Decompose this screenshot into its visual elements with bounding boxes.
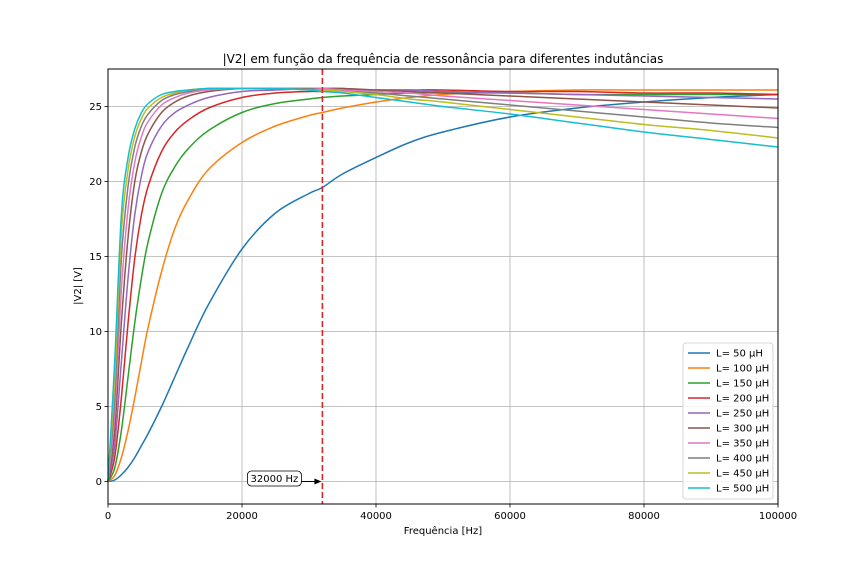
x-tick-label: 40000 (360, 511, 392, 522)
series-line-10 (107, 87, 779, 482)
legend-label-8: L= 400 μH (716, 454, 769, 465)
legend-label-4: L= 200 μH (716, 394, 769, 405)
chart-title: |V2| em função da frequência de ressonân… (223, 52, 664, 66)
legend-label-10: L= 500 μH (716, 484, 769, 495)
legend-label-6: L= 300 μH (716, 424, 769, 435)
legend: L= 50 μH L= 100 μH L= 150 μH L= 200 μH L= 25… (682, 342, 774, 500)
x-tick-label: 80000 (628, 511, 660, 522)
grid (107, 69, 779, 504)
annotation-box (246, 470, 302, 487)
y-tick-label: 5 (96, 402, 102, 413)
y-tick-label: 0 (96, 477, 102, 488)
series-line-4 (107, 89, 779, 482)
plot-lines (107, 87, 779, 483)
y-tick-label: 15 (89, 252, 102, 263)
series-line-5 (107, 87, 779, 482)
x-axis-label: Frequência [Hz] (404, 525, 482, 537)
x-tick-label: 60000 (494, 511, 526, 522)
x-tick-label: 100000 (759, 511, 797, 522)
legend-label-9: L= 450 μH (716, 469, 769, 480)
y-axis-label: |V2| [V] (73, 267, 84, 305)
annotation-text: 32000 Hz (251, 474, 299, 485)
x-tick-label: 20000 (226, 511, 258, 522)
y-tick-label: 20 (89, 177, 102, 188)
annotation-arrow-head (314, 478, 322, 485)
legend-label-1: L= 50 μH (716, 349, 763, 360)
y-tick-label: 25 (89, 102, 102, 113)
legend-label-3: L= 150 μH (716, 379, 769, 390)
legend-label-2: L= 100 μH (716, 364, 769, 375)
ticks: 0 20000 40000 60000 80000 100000 0 5 10 15 20 25 (89, 102, 797, 522)
legend-box (682, 342, 774, 500)
legend-label-7: L= 350 μH (716, 439, 769, 450)
x-tick-label: 0 (105, 511, 111, 522)
annotation: 32000 Hz (246, 470, 322, 487)
plot-frame (107, 68, 779, 505)
series-line-2 (107, 89, 778, 483)
y-tick-label: 10 (89, 327, 102, 338)
legend-label-5: L= 250 μH (716, 409, 769, 420)
